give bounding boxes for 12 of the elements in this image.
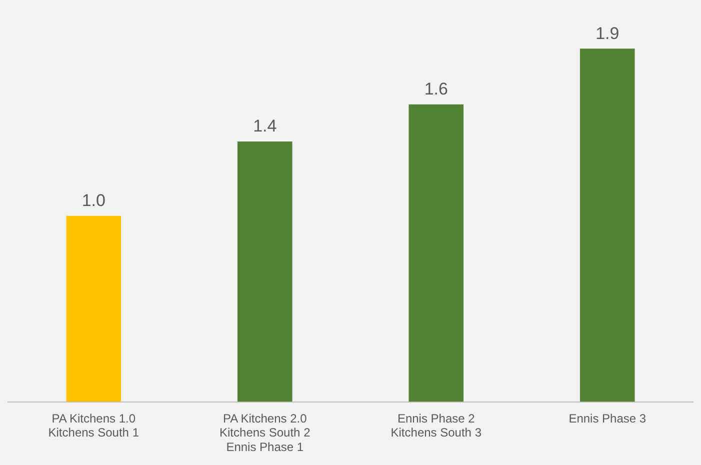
- x-tick-label: PA Kitchens 2.0 Kitchens South 2 Ennis Phase 1: [220, 411, 311, 454]
- data-label: 1.4: [253, 116, 277, 136]
- bar: [408, 104, 464, 402]
- data-label: 1.9: [596, 24, 620, 43]
- bar: [580, 48, 635, 402]
- data-label: 1.6: [424, 80, 448, 99]
- bar: [237, 142, 292, 402]
- x-tick-label: Ennis Phase 2 Kitchens South 3: [390, 411, 482, 440]
- x-tick-label: PA Kitchens 1.0 Kitchens South 1: [48, 411, 140, 440]
- x-tick-label: Ennis Phase 3: [568, 411, 646, 426]
- bar: [66, 216, 122, 402]
- data-label: 1.0: [82, 191, 106, 210]
